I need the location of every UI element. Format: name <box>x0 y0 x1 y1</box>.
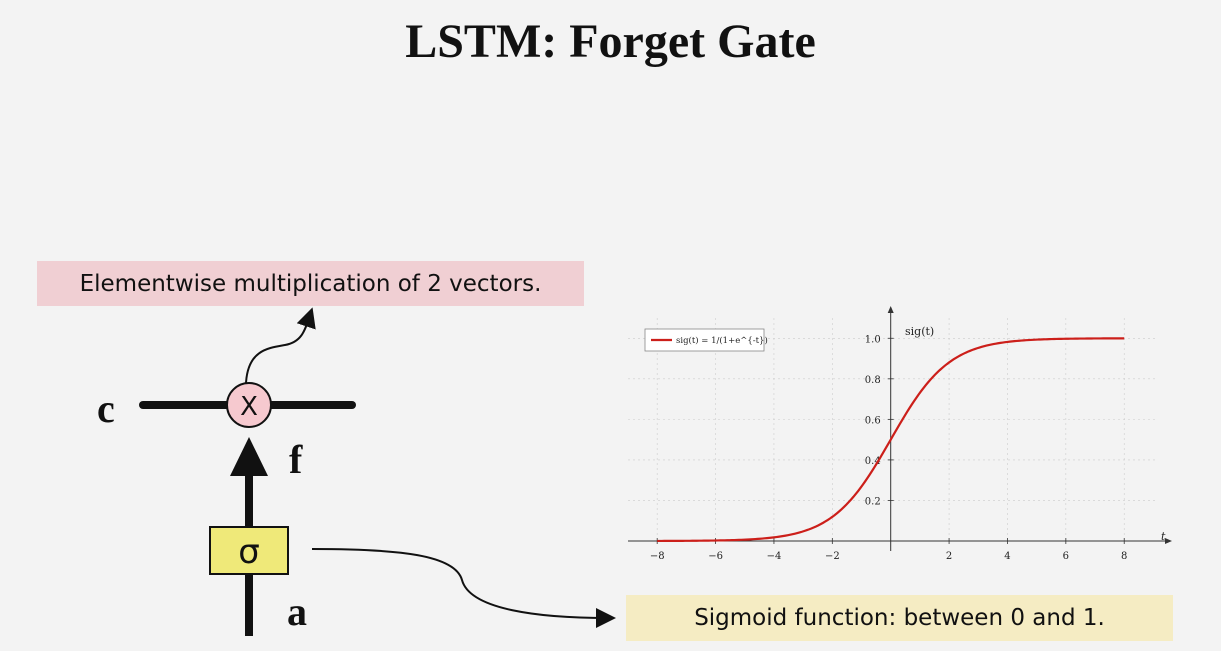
chart-ticks: −8 −6 −4 −2 2 4 6 8 0.2 0.4 0.6 0.8 1.0 <box>650 334 1128 562</box>
x-tick-label: 4 <box>1004 551 1010 562</box>
multiply-node <box>226 382 272 428</box>
gate-arrowhead <box>230 437 268 476</box>
x-tick-label: −6 <box>708 551 723 562</box>
x-axis-label: t <box>1161 530 1166 543</box>
y-axis-label: sig(t) <box>905 325 934 338</box>
y-tick-label: 0.2 <box>865 496 881 507</box>
cell-label: c <box>97 386 115 431</box>
input-label: a <box>287 589 307 634</box>
x-axis-arrow <box>1165 538 1172 544</box>
chart-legend: sig(t) = 1/(1+e^{-t}) <box>644 328 768 352</box>
y-tick-label: 0.6 <box>865 415 881 426</box>
sigmoid-curve <box>657 337 1125 543</box>
y-axis-arrow <box>887 306 894 313</box>
sigmoid-callout: Sigmoid function: between 0 and 1. <box>626 595 1173 641</box>
x-tick-label: 8 <box>1121 551 1127 562</box>
x-tick-label: −2 <box>825 551 840 562</box>
x-tick-label: 6 <box>1063 551 1069 562</box>
x-tick-label: 2 <box>946 551 952 562</box>
slide-title: LSTM: Forget Gate <box>405 15 816 68</box>
x-tick-label: −8 <box>650 551 665 562</box>
x-tick-label: −4 <box>767 551 782 562</box>
y-tick-label: 0.4 <box>865 456 881 467</box>
y-tick-label: 1.0 <box>865 334 881 345</box>
multiplication-callout: Elementwise multiplication of 2 vectors. <box>37 261 584 306</box>
legend-label: sig(t) = 1/(1+e^{-t}) <box>676 335 768 346</box>
multiplication-callout-text: Elementwise multiplication of 2 vectors. <box>79 270 542 297</box>
y-tick-label: 0.8 <box>865 375 881 386</box>
sigmoid-callout-connector <box>311 548 616 628</box>
multiply-callout-connector <box>245 307 316 384</box>
sigma-symbol: σ <box>238 532 260 572</box>
chart-grid <box>628 318 1158 541</box>
gate-output-label: f <box>289 437 303 482</box>
multiply-symbol: X <box>240 392 258 422</box>
sigmoid-callout-text: Sigmoid function: between 0 and 1. <box>694 605 1105 631</box>
sigma-box <box>209 526 289 575</box>
